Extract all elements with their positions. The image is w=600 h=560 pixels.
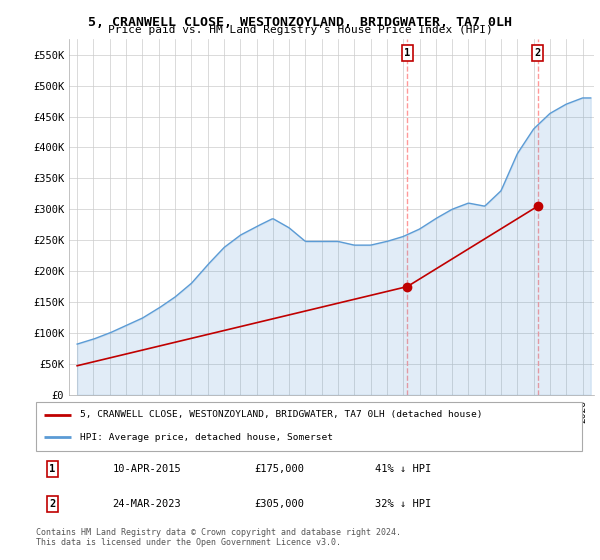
Text: £305,000: £305,000 [254,499,304,509]
FancyBboxPatch shape [36,402,582,451]
Text: Contains HM Land Registry data © Crown copyright and database right 2024.
This d: Contains HM Land Registry data © Crown c… [36,528,401,547]
Text: 2: 2 [49,499,56,509]
Text: £175,000: £175,000 [254,464,304,474]
Text: 10-APR-2015: 10-APR-2015 [112,464,181,474]
Text: HPI: Average price, detached house, Somerset: HPI: Average price, detached house, Some… [80,433,332,442]
Text: 5, CRANWELL CLOSE, WESTONZOYLAND, BRIDGWATER, TA7 0LH (detached house): 5, CRANWELL CLOSE, WESTONZOYLAND, BRIDGW… [80,410,482,419]
Text: 2: 2 [535,48,541,58]
Text: Price paid vs. HM Land Registry's House Price Index (HPI): Price paid vs. HM Land Registry's House … [107,25,493,35]
Text: 5, CRANWELL CLOSE, WESTONZOYLAND, BRIDGWATER, TA7 0LH: 5, CRANWELL CLOSE, WESTONZOYLAND, BRIDGW… [88,16,512,29]
Text: 24-MAR-2023: 24-MAR-2023 [112,499,181,509]
Text: 1: 1 [404,48,410,58]
Text: 1: 1 [49,464,56,474]
Text: 32% ↓ HPI: 32% ↓ HPI [374,499,431,509]
Text: 41% ↓ HPI: 41% ↓ HPI [374,464,431,474]
